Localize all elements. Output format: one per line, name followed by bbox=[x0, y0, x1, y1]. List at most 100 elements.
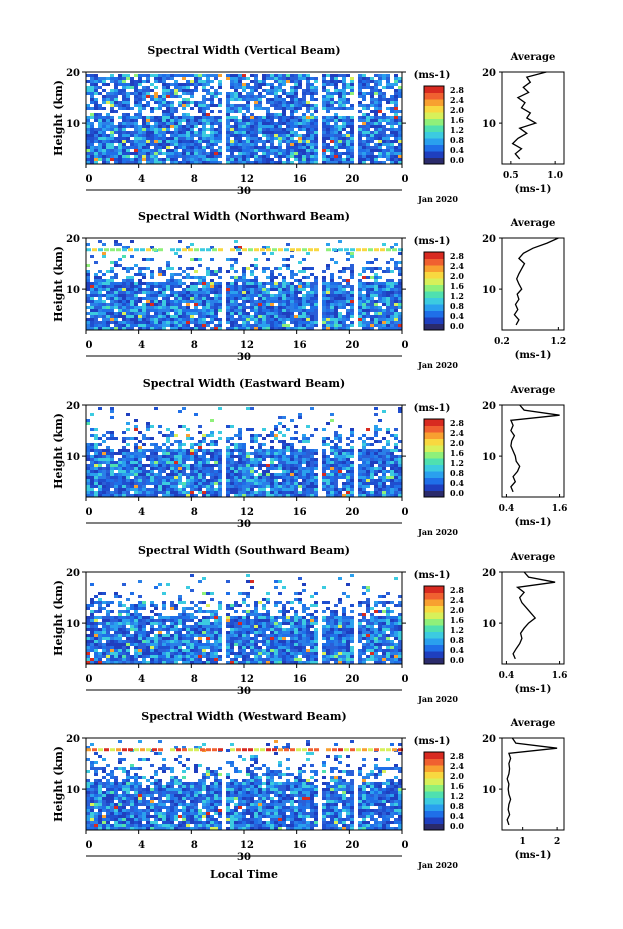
heatmap-cell bbox=[202, 467, 206, 470]
heatmap-cell bbox=[294, 89, 298, 92]
heatmap-cell bbox=[234, 476, 238, 479]
heatmap-cell bbox=[130, 288, 134, 291]
heatmap-cell bbox=[238, 158, 242, 161]
heatmap-cell bbox=[130, 300, 134, 303]
heatmap-cell bbox=[102, 646, 106, 649]
heatmap-cell bbox=[334, 327, 338, 330]
heatmap-cell bbox=[330, 77, 334, 80]
colorbar-swatch bbox=[424, 112, 444, 119]
heatmap-cell bbox=[310, 285, 314, 288]
heatmap-cell bbox=[362, 134, 366, 137]
heatmap-cell bbox=[170, 107, 174, 110]
heatmap-cell bbox=[182, 312, 186, 315]
heatmap-cell bbox=[378, 494, 382, 497]
heatmap-cell bbox=[346, 116, 350, 119]
heatmap-cell bbox=[206, 74, 210, 77]
heatmap-cell bbox=[198, 321, 202, 324]
heatmap-cell bbox=[194, 443, 198, 446]
heatmap-cell bbox=[182, 485, 186, 488]
heatmap-cell bbox=[170, 131, 174, 134]
heatmap-cell bbox=[138, 155, 142, 158]
heatmap-cell bbox=[282, 315, 286, 318]
heatmap-cell bbox=[170, 455, 174, 458]
heatmap-cell bbox=[114, 273, 118, 276]
heatmap-cell bbox=[90, 134, 94, 137]
heatmap-cell bbox=[390, 119, 394, 122]
heatmap-cell bbox=[242, 83, 246, 86]
heatmap-cell bbox=[286, 101, 290, 104]
heatmap-cell bbox=[258, 98, 262, 101]
heatmap-cell bbox=[94, 601, 98, 604]
heatmap-cell bbox=[186, 140, 190, 143]
heatmap-cell bbox=[282, 74, 286, 77]
heatmap-cell bbox=[166, 264, 170, 267]
heatmap-cell bbox=[302, 128, 306, 131]
heatmap-cell bbox=[98, 607, 102, 610]
heatmap-cell bbox=[362, 288, 366, 291]
heatmap-cell bbox=[154, 309, 158, 312]
heatmap-cell bbox=[314, 86, 318, 89]
heatmap-cell bbox=[342, 461, 346, 464]
date-label: 30 bbox=[237, 519, 251, 530]
heatmap-cell bbox=[118, 134, 122, 137]
heatmap-cell bbox=[198, 279, 202, 282]
heatmap-cell bbox=[310, 461, 314, 464]
heatmap-cell bbox=[166, 446, 170, 449]
heatmap-cell bbox=[286, 306, 290, 309]
heatmap-cell bbox=[342, 318, 346, 321]
heatmap-cell bbox=[262, 161, 266, 164]
heatmap-cell bbox=[390, 128, 394, 131]
heatmap-cell bbox=[286, 470, 290, 473]
heatmap-cell bbox=[190, 446, 194, 449]
heatmap-cell bbox=[266, 155, 270, 158]
heatmap-cell bbox=[102, 315, 106, 318]
heatmap-cell bbox=[154, 473, 158, 476]
heatmap-cell bbox=[298, 482, 302, 485]
heatmap-cell bbox=[178, 116, 182, 119]
heatmap-cell bbox=[390, 83, 394, 86]
heatmap-cell bbox=[234, 77, 238, 80]
heatmap-cell bbox=[98, 116, 102, 119]
heatmap-cell bbox=[158, 312, 162, 315]
heatmap-cell bbox=[302, 485, 306, 488]
heatmap-cell bbox=[326, 155, 330, 158]
heatmap-cell bbox=[290, 119, 294, 122]
heatmap-cell bbox=[330, 306, 334, 309]
heatmap-cell bbox=[262, 270, 266, 273]
heatmap-cell bbox=[94, 140, 98, 143]
heatmap-cell bbox=[242, 282, 246, 285]
heatmap-cell bbox=[218, 101, 222, 104]
heatmap-cell bbox=[198, 294, 202, 297]
heatmap-cell bbox=[234, 282, 238, 285]
heatmap-cell bbox=[118, 243, 122, 246]
heatmap-cell bbox=[238, 443, 242, 446]
heatmap-cell bbox=[378, 146, 382, 149]
heatmap-cell bbox=[210, 434, 214, 437]
heatmap-cell bbox=[230, 482, 234, 485]
heatmap-cell bbox=[94, 288, 98, 291]
heatmap-cell bbox=[102, 619, 106, 622]
heatmap-cell bbox=[210, 327, 214, 330]
colorbar-swatch bbox=[424, 304, 444, 311]
heatmap-cell bbox=[122, 285, 126, 288]
heatmap-cell bbox=[242, 479, 246, 482]
heatmap-cell bbox=[302, 300, 306, 303]
heatmap-cell bbox=[86, 297, 90, 300]
x-tick-label: 0 bbox=[86, 507, 93, 518]
heatmap-cell bbox=[254, 291, 258, 294]
heatmap-cell bbox=[150, 125, 154, 128]
heatmap-cell bbox=[90, 449, 94, 452]
heatmap-cell bbox=[170, 276, 174, 279]
heatmap-cell bbox=[302, 312, 306, 315]
x-tick-label: 8 bbox=[191, 507, 198, 518]
heatmap-cell bbox=[162, 74, 166, 77]
heatmap-cell bbox=[186, 152, 190, 155]
heatmap-cell bbox=[366, 131, 370, 134]
heatmap-cell bbox=[190, 485, 194, 488]
heatmap-cell bbox=[178, 461, 182, 464]
average-title: Average bbox=[510, 218, 556, 229]
heatmap-cell bbox=[98, 327, 102, 330]
colorbar-swatch bbox=[424, 291, 444, 298]
heatmap-cell bbox=[342, 125, 346, 128]
heatmap-cell bbox=[122, 479, 126, 482]
